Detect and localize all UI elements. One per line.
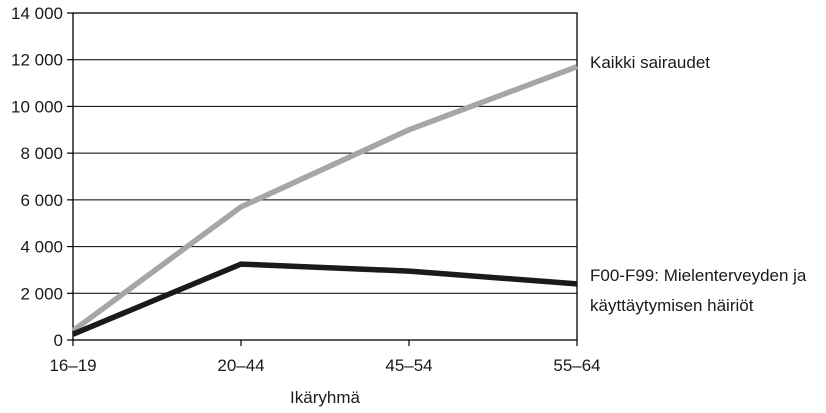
series-line-kaikki-sairaudet [71, 64, 578, 333]
y-tick-label: 14 000 [11, 4, 63, 23]
x-axis-ticks: 16–19 20–44 45–54 55–64 [49, 340, 601, 375]
series-label-kaikki-sairaudet: Kaikki sairaudet [590, 53, 710, 72]
y-tick-label: 6 000 [20, 191, 63, 210]
series-label-mielenterveys-line: käyttäytymisen häiriöt [590, 296, 754, 315]
plot-frame [72, 12, 578, 341]
x-tick-label: 45–54 [385, 356, 432, 375]
x-axis-title: Ikäryhmä [290, 388, 360, 407]
x-tick-label: 55–64 [553, 356, 600, 375]
x-tick-label: 20–44 [217, 356, 264, 375]
grid-lines [73, 59, 577, 294]
y-tick-label: 12 000 [11, 51, 63, 70]
y-tick-label: 4 000 [20, 238, 63, 257]
x-tick-label: 16–19 [49, 356, 96, 375]
series-label-mielenterveys-line: F00-F99: Mielenterveyden ja [590, 266, 807, 285]
y-tick-label: 10 000 [11, 97, 63, 116]
series-labels: Kaikki sairaudet F00-F99: Mielenterveyden… [590, 53, 807, 315]
series-line-mielenterveys [71, 261, 578, 337]
y-tick-label: 0 [54, 331, 63, 350]
y-tick-label: 2 000 [20, 284, 63, 303]
series-lines [71, 64, 578, 337]
y-axis-ticks: 0 2 000 4 000 6 000 8 000 10 000 12 000 14 000 [11, 4, 73, 350]
y-tick-label: 8 000 [20, 144, 63, 163]
